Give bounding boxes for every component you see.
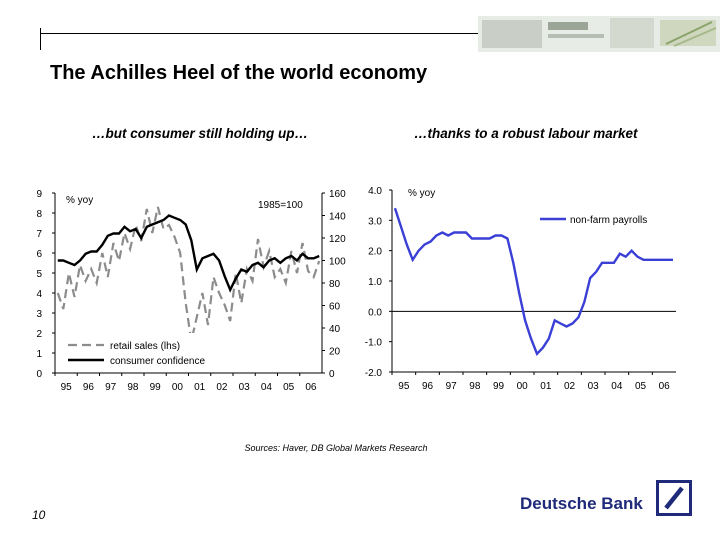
left-chart-y-left-tick-label: 1 <box>36 349 42 360</box>
right-chart-x-tick-label: 95 <box>398 381 410 392</box>
left-chart-y-left-tick-label: 2 <box>36 329 42 340</box>
left-chart-x-tick-label: 96 <box>83 382 95 393</box>
left-chart-y-left-tick-label: 5 <box>36 269 42 280</box>
right-chart-subtitle: …thanks to a robust labour market <box>414 126 638 141</box>
left-chart-x-tick-label: 99 <box>150 382 162 393</box>
left-chart-y-right-tick-label: 80 <box>329 279 341 290</box>
left-chart-y-left-tick-label: 7 <box>36 229 42 240</box>
page-number: 10 <box>32 508 46 522</box>
right-chart-x-tick-label: 00 <box>517 381 529 392</box>
left-chart-y-left-tick-label: 3 <box>36 309 42 320</box>
left-chart-x-tick-label: 97 <box>105 382 117 393</box>
left-chart-y-right-tick-label: 20 <box>329 347 341 358</box>
left-chart-x-tick-label: 98 <box>127 382 139 393</box>
right-chart-y-tick-label: -2.0 <box>365 368 383 379</box>
right-chart-y-tick-label: 2.0 <box>368 247 382 258</box>
right-chart-y-tick-label: 4.0 <box>368 186 382 197</box>
right-chart-x-tick-label: 03 <box>588 381 600 392</box>
right-chart-y-tick-label: 0.0 <box>368 307 382 318</box>
right-chart-legend-label-non-farm-payrolls: non-farm payrolls <box>570 215 647 226</box>
left-chart-unit-right: 1985=100 <box>258 200 303 211</box>
left-chart-y-right-tick-label: 40 <box>329 324 341 335</box>
right-chart-series-non-farm-payrolls <box>393 207 673 356</box>
right-chart-x-tick-label: 98 <box>469 381 481 392</box>
left-chart-legend-label-retail-sales: retail sales (lhs) <box>110 341 180 352</box>
left-chart-legend-label-consumer-confidence: consumer confidence <box>110 356 205 367</box>
left-chart-series-consumer-confidence <box>57 214 320 293</box>
left-chart-y-left-tick-label: 8 <box>36 209 42 220</box>
header-rule-vertical <box>40 28 41 50</box>
source-note: Sources: Haver, DB Global Markets Resear… <box>244 443 428 453</box>
right-chart-x-tick-label: 02 <box>564 381 576 392</box>
left-chart-x-tick-label: 06 <box>305 382 317 393</box>
left-chart-y-right-tick-label: 100 <box>329 257 346 268</box>
right-chart-x-tick-label: 96 <box>422 381 434 392</box>
right-chart-unit-left: % yoy <box>408 188 435 199</box>
left-chart-x-tick-label: 01 <box>194 382 206 393</box>
left-chart-y-left-tick-label: 6 <box>36 249 42 260</box>
left-chart-x-tick-label: 03 <box>239 382 251 393</box>
left-chart-y-right-tick-label: 60 <box>329 302 341 313</box>
left-chart-x-tick-label: 95 <box>61 382 73 393</box>
left-chart-y-right-tick-label: 140 <box>329 212 346 223</box>
left-chart-y-left-tick-label: 4 <box>36 289 42 300</box>
right-chart-x-tick-label: 01 <box>540 381 552 392</box>
left-chart-unit-left: % yoy <box>66 195 93 206</box>
deutsche-bank-logo-icon <box>656 480 692 516</box>
brand-name: Deutsche Bank <box>520 494 643 513</box>
right-chart-y-tick-label: 1.0 <box>368 277 382 288</box>
left-chart-y-right-tick-label: 120 <box>329 234 346 245</box>
right-chart-y-tick-label: 3.0 <box>368 216 382 227</box>
left-chart-y-right-tick-label: 160 <box>329 189 346 200</box>
right-chart-x-tick-label: 04 <box>611 381 623 392</box>
left-chart-x-tick-label: 04 <box>261 382 273 393</box>
right-chart-x-tick-label: 97 <box>446 381 458 392</box>
slide-title: The Achilles Heel of the world economy <box>50 62 428 84</box>
left-chart-y-left-tick-label: 9 <box>36 189 42 200</box>
left-chart-series-retail-sales <box>56 206 321 342</box>
header-rule-horizontal <box>40 33 480 34</box>
right-chart-x-tick-label: 99 <box>493 381 505 392</box>
right-chart-x-tick-label: 05 <box>635 381 647 392</box>
right-chart-x-tick-label: 06 <box>659 381 671 392</box>
left-chart-y-right-tick-label: 0 <box>329 369 335 380</box>
left-chart-x-tick-label: 05 <box>283 382 295 393</box>
right-chart-y-tick-label: -1.0 <box>365 338 383 349</box>
left-chart-y-left-tick-label: 0 <box>36 369 42 380</box>
header-decoration-image <box>478 16 720 52</box>
left-chart-subtitle: …but consumer still holding up… <box>92 126 308 141</box>
left-chart-x-tick-label: 00 <box>172 382 184 393</box>
left-chart-x-tick-label: 02 <box>216 382 228 393</box>
